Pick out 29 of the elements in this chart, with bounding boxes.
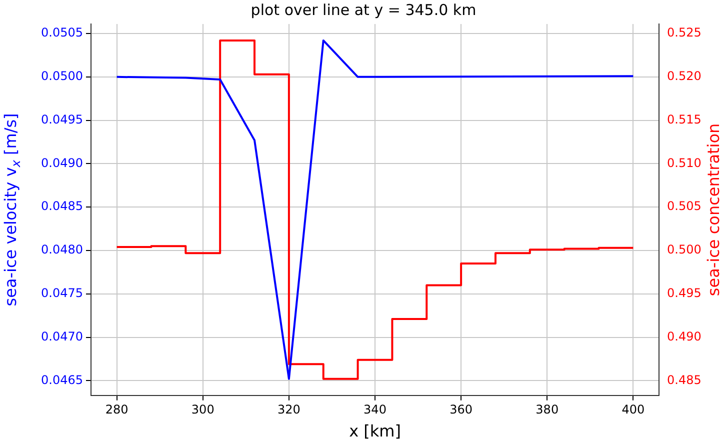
- x-tick-label: 400: [622, 402, 645, 417]
- y-tick-label: 0.0475: [41, 286, 83, 300]
- y2-tick-label: 0.510: [667, 156, 702, 170]
- y-tick-label: 0.0480: [41, 242, 83, 257]
- y2-tick-label: 0.490: [667, 329, 702, 344]
- y2-tick-label: 0.515: [667, 112, 702, 126]
- x-tick-label: 340: [364, 402, 386, 417]
- y2-tick-label: 0.500: [667, 242, 702, 257]
- y-tick-label: 0.0500: [41, 69, 83, 84]
- x-tick-label: 360: [450, 402, 473, 417]
- x-tick-label: 320: [277, 402, 300, 417]
- x-tick-label: 300: [191, 402, 214, 417]
- y-tick-label: 0.0485: [41, 199, 83, 214]
- y2-tick-label: 0.525: [667, 26, 702, 40]
- y2-tick-label: 0.520: [667, 69, 702, 84]
- y-tick-label: 0.0495: [41, 112, 83, 126]
- y2-axis-title: sea-ice concentration: [704, 123, 724, 296]
- chart-title: plot over line at y = 345.0 km: [250, 0, 476, 19]
- x-tick-label: 280: [105, 402, 128, 417]
- y2-tick-label: 0.505: [667, 199, 702, 214]
- y-tick-label: 0.0505: [41, 26, 83, 40]
- x-axis-title: x [km]: [349, 422, 401, 441]
- x-tick-label: 380: [536, 402, 559, 417]
- y-tick-label: 0.0465: [41, 372, 83, 387]
- y-tick-label: 0.0490: [41, 156, 83, 170]
- y-axis-title: sea-ice velocity vx [m/s]: [1, 113, 23, 306]
- y-tick-label: 0.0470: [41, 329, 83, 344]
- y2-tick-label: 0.495: [667, 286, 702, 300]
- y2-tick-label: 0.485: [667, 372, 702, 387]
